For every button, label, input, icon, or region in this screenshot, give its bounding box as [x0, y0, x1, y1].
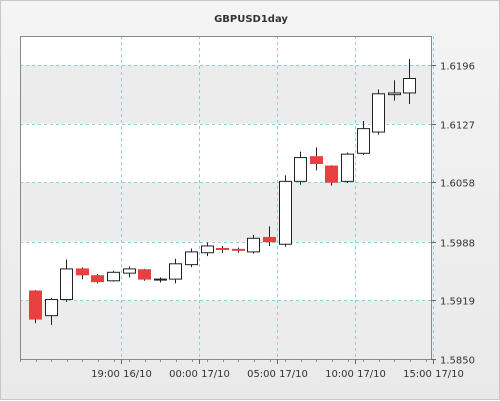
y-tick-label: 1.6196 — [440, 62, 475, 73]
candle — [185, 248, 198, 268]
background-band — [20, 182, 431, 242]
candle — [60, 259, 73, 303]
candle-body-up — [60, 268, 73, 300]
candle-body-down — [76, 268, 89, 276]
candle — [201, 242, 214, 257]
candle — [263, 226, 276, 246]
candle-body-up — [45, 299, 58, 317]
candle-body-down — [216, 248, 229, 250]
x-tick-label: 19:00 16/10 — [91, 369, 152, 380]
candle-body-up — [154, 278, 167, 281]
candle-body-up — [107, 271, 120, 282]
candle-body-down — [29, 290, 42, 320]
candle — [247, 234, 260, 254]
candle — [403, 58, 416, 104]
x-axis: 19:00 16/10 00:00 17/10 05:00 17/10 10:00 1… — [20, 359, 464, 380]
y-tick-label: 1.6058 — [440, 179, 475, 190]
candle-body-down — [263, 236, 276, 243]
candle-body-up — [403, 78, 416, 94]
candle — [325, 165, 338, 186]
candle — [294, 151, 307, 185]
candle — [357, 121, 370, 155]
candle-body-up — [201, 245, 214, 254]
candle-body-up — [372, 93, 385, 133]
candle-body-up — [388, 92, 401, 96]
candle — [154, 277, 167, 283]
x-tick-label: 00:00 17/10 — [169, 369, 230, 380]
candle — [107, 270, 120, 282]
candle-body-down — [138, 269, 151, 280]
candle — [388, 80, 401, 101]
candle — [341, 152, 354, 184]
candle — [138, 268, 151, 281]
background-bands — [20, 64, 431, 359]
candle — [45, 297, 58, 325]
candle-body-up — [123, 268, 136, 274]
candle-body-up — [279, 180, 292, 245]
x-tick-label: 15:00 17/10 — [403, 369, 464, 380]
background-band — [20, 300, 431, 359]
candle — [76, 267, 89, 280]
candle-body-up — [185, 251, 198, 266]
candle-body-down — [91, 275, 104, 283]
candle — [169, 258, 182, 284]
candle-body-down — [325, 165, 338, 183]
y-tick-label: 1.5850 — [440, 356, 475, 367]
y-tick-label: 1.6127 — [440, 121, 475, 132]
candle-body-up — [341, 153, 354, 182]
candle — [216, 245, 229, 253]
plot-border — [20, 36, 432, 360]
x-tick-label: 10:00 17/10 — [325, 369, 386, 380]
candle — [372, 89, 385, 135]
candles — [29, 58, 416, 325]
chart-title: GBPUSD1day — [214, 14, 288, 25]
candle-body-up — [357, 128, 370, 154]
candle — [279, 175, 292, 247]
y-tick-label: 1.5988 — [440, 239, 475, 250]
candle-body-up — [294, 157, 307, 182]
candle — [232, 247, 245, 253]
candle — [123, 266, 136, 278]
x-tick-label: 05:00 17/10 — [247, 369, 308, 380]
candle-body-up — [169, 263, 182, 280]
y-axis: 1.6196 1.6127 1.6058 1.5988 1.5919 1.5850 — [431, 62, 475, 367]
candle-body-down — [310, 156, 323, 164]
y-tick-label: 1.5919 — [440, 297, 475, 308]
candle — [91, 274, 104, 284]
candle — [29, 290, 42, 324]
candle-body-up — [247, 237, 260, 253]
candle-body-down — [232, 248, 245, 251]
background-band — [20, 64, 431, 124]
candle — [310, 147, 323, 171]
